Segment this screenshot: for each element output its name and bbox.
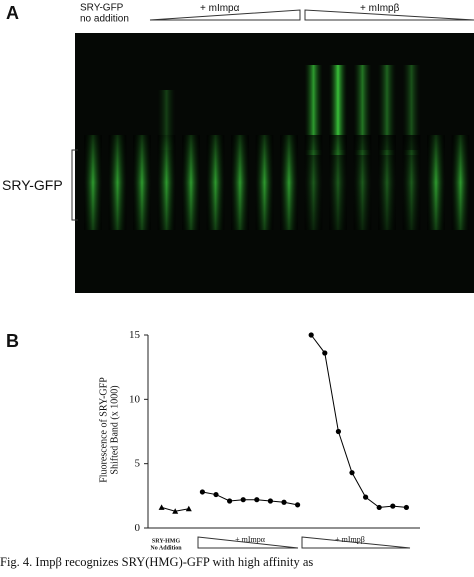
band-label: SRY-GFP (2, 177, 63, 193)
point (308, 332, 314, 338)
wedge (301, 536, 411, 549)
point (322, 350, 328, 356)
panel-label: B (6, 331, 19, 351)
gel-lanes (84, 65, 470, 230)
point (376, 504, 382, 511)
wedge (149, 9, 301, 21)
lane-shade (108, 135, 127, 230)
wedge (197, 536, 299, 549)
point (403, 504, 409, 511)
wedge (304, 9, 474, 21)
point (267, 498, 273, 504)
point (213, 491, 219, 498)
lane-header: SRY-GFP no addition (80, 2, 129, 24)
y-axis-label: Fluorescence of SRY-GFPShifted Band (x 1… (99, 377, 121, 483)
panel-label: A (6, 3, 19, 23)
lane-shade (157, 135, 176, 230)
lane-shade (329, 135, 347, 230)
lane-shade (231, 135, 249, 230)
point (227, 498, 233, 504)
lane-shade (206, 135, 225, 230)
lane-shade (280, 135, 298, 230)
point (240, 497, 246, 503)
lane-shade (182, 135, 200, 230)
lane-shade (255, 135, 274, 230)
bracket (71, 149, 78, 221)
shifted-band (304, 65, 323, 155)
point (363, 494, 369, 500)
legend-label: + mImpα (235, 535, 266, 544)
point (349, 470, 355, 476)
group-label: + mImpβ (360, 3, 400, 14)
series-line (310, 334, 407, 508)
caption: Fig. 4. Impβ recognizes SRY(HMG)-GFP wit… (0, 555, 313, 569)
point (199, 489, 205, 495)
shifted-band (378, 65, 396, 155)
lane-shade (84, 135, 102, 230)
y-tick-label: 5 (135, 457, 141, 469)
shifted-band (402, 65, 421, 155)
point (335, 428, 341, 435)
group-label: + mImpα (200, 3, 240, 14)
y-tick-label: 15 (129, 329, 141, 341)
point (295, 502, 301, 508)
y-tick-label: 10 (129, 393, 141, 405)
lane-shade (304, 135, 323, 230)
point (254, 497, 260, 503)
shifted-band (329, 65, 347, 155)
lane-shade (353, 135, 372, 230)
point (281, 499, 287, 505)
lane-shade (427, 135, 445, 230)
point (172, 508, 179, 514)
point (185, 505, 192, 512)
lane-shade (133, 135, 151, 230)
shifted-band (353, 65, 372, 155)
legend-label: + mImpβ (335, 535, 365, 544)
lane-shade (378, 135, 396, 230)
lane-shade (402, 135, 421, 230)
plot: 0 5 10 15 SRY-HMG No Addition + mImpα + mImpβ (129, 329, 409, 552)
lane-shade (451, 135, 470, 230)
y-tick-label: 0 (135, 522, 141, 534)
legend-label: SRY-HMG No Addition (150, 539, 182, 552)
point (390, 503, 396, 509)
point (158, 504, 165, 510)
